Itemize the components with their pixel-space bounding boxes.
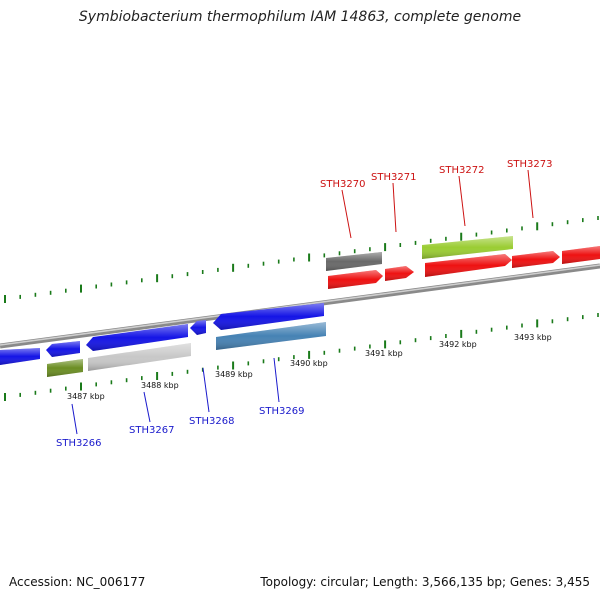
- kbp-label: 3487 kbp: [67, 392, 105, 401]
- gene-arrow-red-2[interactable]: [385, 266, 414, 281]
- upper-tick-track: [4, 216, 599, 303]
- gene-block-lightgray[interactable]: [88, 343, 191, 371]
- accession-text: Accession: NC_006177: [9, 575, 146, 589]
- kbp-label: 3488 kbp: [141, 381, 179, 390]
- gene-block-lime[interactable]: [422, 236, 513, 259]
- kbp-label: 3493 kbp: [514, 333, 552, 342]
- gene-arrow-blue-2[interactable]: [46, 341, 80, 357]
- gene-label-bottom[interactable]: STH3269: [259, 406, 304, 417]
- gene-arrow-red-4[interactable]: [512, 251, 560, 268]
- gene-block-olive[interactable]: [47, 359, 83, 377]
- genome-info-text: Topology: circular; Length: 3,566,135 bp…: [260, 575, 590, 589]
- gene-arrow-red-1[interactable]: [328, 270, 383, 289]
- gene-label-top[interactable]: STH3273: [507, 159, 552, 170]
- gene-arrow-blue-4[interactable]: [190, 320, 206, 335]
- gene-block-darkgray[interactable]: [326, 252, 382, 271]
- gene-label-top[interactable]: STH3270: [320, 179, 365, 190]
- kbp-label: 3491 kbp: [365, 349, 403, 358]
- kbp-label: 3489 kbp: [215, 370, 253, 379]
- gene-arrow-blue-3[interactable]: [86, 324, 188, 351]
- gene-label-bottom[interactable]: STH3268: [189, 416, 234, 427]
- gene-arrow-red-3[interactable]: [425, 254, 512, 277]
- gene-label-bottom[interactable]: STH3266: [56, 438, 101, 449]
- gene-label-bottom[interactable]: STH3267: [129, 425, 174, 436]
- gene-block-steelblue[interactable]: [216, 322, 326, 350]
- kbp-label: 3490 kbp: [290, 359, 328, 368]
- gene-arrow-red-5[interactable]: [562, 246, 600, 264]
- gene-label-top[interactable]: STH3272: [439, 165, 484, 176]
- kbp-scale-labels: 3487 kbp 3488 kbp 3489 kbp 3490 kbp 3491…: [67, 333, 552, 401]
- gene-arrow-blue-5[interactable]: [213, 303, 324, 330]
- kbp-label: 3492 kbp: [439, 340, 477, 349]
- gene-arrow-blue-1[interactable]: [0, 348, 40, 365]
- bottom-gene-labels: STH3266 STH3267 STH3268 STH3269: [56, 357, 304, 449]
- lower-tick-track: [4, 313, 599, 401]
- top-gene-labels: STH3270 STH3271 STH3272 STH3273: [320, 159, 552, 239]
- gene-label-top[interactable]: STH3271: [371, 172, 416, 183]
- genome-title: Symbiobacterium thermophilum IAM 14863, …: [78, 9, 522, 25]
